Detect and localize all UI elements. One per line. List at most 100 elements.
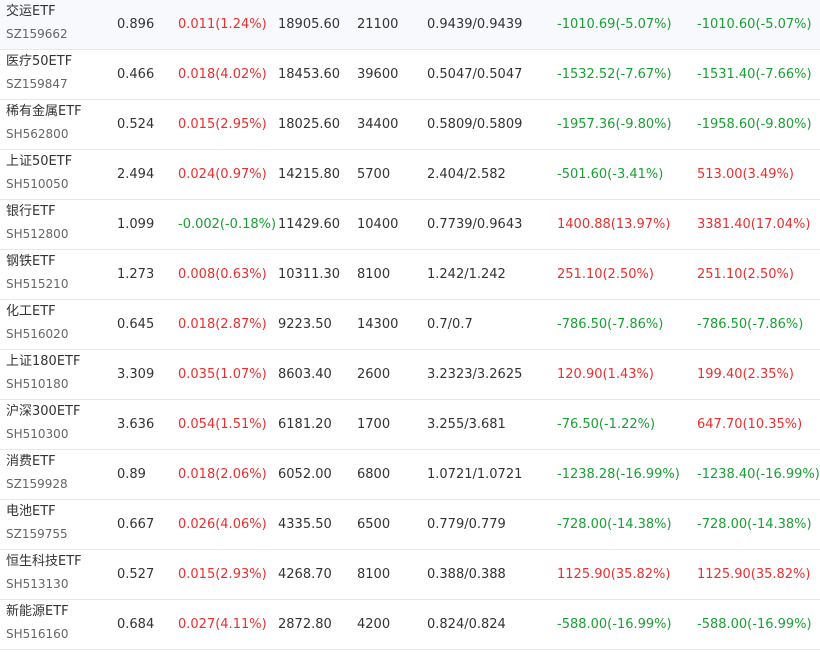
table-row[interactable]: 交运ETF SZ159662 0.896 0.011(1.24%) 18905.… [0, 0, 820, 50]
table-row[interactable]: 恒生科技ETF SH513130 0.527 0.015(2.93%) 4268… [0, 550, 820, 600]
fund-name-link[interactable]: 交运ETF [6, 4, 56, 19]
table-row[interactable]: 消费ETF SZ159928 0.89 0.018(2.06%) 6052.00… [0, 450, 820, 500]
table-row[interactable]: 电池ETF SZ159755 0.667 0.026(4.06%) 4335.5… [0, 500, 820, 550]
price-change: 0.026(4.06%) [178, 517, 267, 532]
price-change: 0.027(4.11%) [178, 617, 267, 632]
total-profit-loss: -1531.40(-7.66%) [697, 67, 812, 82]
cost-price: 0.779/0.779 [427, 517, 506, 532]
price-change: 0.035(1.07%) [178, 367, 267, 382]
total-profit-loss: 513.00(3.49%) [697, 167, 794, 182]
cost-price: 0.5809/0.5809 [427, 117, 523, 132]
table-row[interactable]: 银行ETF SH512800 1.099 -0.002(-0.18%) 1142… [0, 200, 820, 250]
current-price: 3.636 [117, 417, 155, 432]
current-price: 0.527 [117, 567, 155, 582]
total-profit-loss: -728.00(-14.38%) [697, 517, 812, 532]
current-price: 0.896 [117, 17, 155, 32]
cost-price: 0.7739/0.9643 [427, 217, 523, 232]
market-value: 18025.60 [278, 117, 341, 132]
holding-profit-loss: -1010.69(-5.07%) [557, 17, 672, 32]
fund-name-cell: 银行ETF SH512800 [6, 203, 68, 243]
holding-shares: 4200 [357, 617, 391, 632]
fund-code: SZ159662 [6, 27, 68, 41]
price-change: 0.018(2.06%) [178, 467, 267, 482]
price-change: 0.008(0.63%) [178, 267, 267, 282]
fund-name-link[interactable]: 沪深300ETF [6, 404, 81, 419]
current-price: 0.466 [117, 67, 155, 82]
market-value: 2872.80 [278, 617, 332, 632]
market-value: 18905.60 [278, 17, 341, 32]
cost-price: 3.255/3.681 [427, 417, 506, 432]
fund-name-cell: 钢铁ETF SH515210 [6, 253, 68, 293]
market-value: 6181.20 [278, 417, 332, 432]
fund-name-link[interactable]: 电池ETF [6, 504, 56, 519]
fund-name-link[interactable]: 钢铁ETF [6, 254, 56, 269]
price-change: 0.018(2.87%) [178, 317, 267, 332]
table-row[interactable]: 沪深300ETF SH510300 3.636 0.054(1.51%) 618… [0, 400, 820, 450]
table-row[interactable]: 稀有金属ETF SH562800 0.524 0.015(2.95%) 1802… [0, 100, 820, 150]
fund-name-link[interactable]: 稀有金属ETF [6, 104, 82, 119]
market-value: 4335.50 [278, 517, 332, 532]
fund-code: SH516020 [6, 327, 69, 341]
fund-code: SH510050 [6, 177, 69, 191]
price-change: 0.015(2.93%) [178, 567, 267, 582]
fund-name-link[interactable]: 化工ETF [6, 304, 56, 319]
holding-profit-loss: 120.90(1.43%) [557, 367, 654, 382]
fund-name-link[interactable]: 消费ETF [6, 454, 56, 469]
fund-name-cell: 交运ETF SZ159662 [6, 3, 68, 43]
holding-shares: 39600 [357, 67, 399, 82]
holding-shares: 2600 [357, 367, 391, 382]
fund-code: SZ159755 [6, 527, 68, 541]
holding-shares: 8100 [357, 267, 391, 282]
current-price: 0.667 [117, 517, 155, 532]
total-profit-loss: 199.40(2.35%) [697, 367, 794, 382]
total-profit-loss: 1125.90(35.82%) [697, 567, 811, 582]
market-value: 14215.80 [278, 167, 341, 182]
table-row[interactable]: 上证180ETF SH510180 3.309 0.035(1.07%) 860… [0, 350, 820, 400]
current-price: 0.684 [117, 617, 155, 632]
total-profit-loss: 251.10(2.50%) [697, 267, 794, 282]
current-price: 3.309 [117, 367, 155, 382]
holding-profit-loss: -1238.28(-16.99%) [557, 467, 680, 482]
price-change: -0.002(-0.18%) [178, 217, 277, 232]
fund-name-link[interactable]: 银行ETF [6, 204, 56, 219]
total-profit-loss: -1238.40(-16.99%) [697, 467, 820, 482]
holding-shares: 10400 [357, 217, 399, 232]
fund-name-cell: 恒生科技ETF SH513130 [6, 553, 82, 593]
holding-profit-loss: 1400.88(13.97%) [557, 217, 671, 232]
fund-code: SH512800 [6, 227, 69, 241]
market-value: 4268.70 [278, 567, 332, 582]
fund-code: SH510180 [6, 377, 69, 391]
cost-price: 0.9439/0.9439 [427, 17, 523, 32]
fund-code: SH562800 [6, 127, 69, 141]
market-value: 18453.60 [278, 67, 341, 82]
table-row[interactable]: 新能源ETF SH516160 0.684 0.027(4.11%) 2872.… [0, 600, 820, 650]
total-profit-loss: -786.50(-7.86%) [697, 317, 804, 332]
fund-name-link[interactable]: 医疗50ETF [6, 54, 73, 69]
table-row[interactable]: 化工ETF SH516020 0.645 0.018(2.87%) 9223.5… [0, 300, 820, 350]
price-change: 0.024(0.97%) [178, 167, 267, 182]
cost-price: 1.0721/1.0721 [427, 467, 523, 482]
holding-profit-loss: -1957.36(-9.80%) [557, 117, 672, 132]
holding-shares: 34400 [357, 117, 399, 132]
fund-name-cell: 消费ETF SZ159928 [6, 453, 68, 493]
current-price: 0.524 [117, 117, 155, 132]
cost-price: 0.7/0.7 [427, 317, 473, 332]
current-price: 1.099 [117, 217, 155, 232]
fund-name-link[interactable]: 上证50ETF [6, 154, 73, 169]
fund-name-link[interactable]: 新能源ETF [6, 604, 69, 619]
total-profit-loss: -588.00(-16.99%) [697, 617, 812, 632]
fund-name-cell: 化工ETF SH516020 [6, 303, 68, 343]
fund-name-link[interactable]: 上证180ETF [6, 354, 81, 369]
cost-price: 0.388/0.388 [427, 567, 506, 582]
price-change: 0.015(2.95%) [178, 117, 267, 132]
table-row[interactable]: 上证50ETF SH510050 2.494 0.024(0.97%) 1421… [0, 150, 820, 200]
holding-shares: 14300 [357, 317, 399, 332]
fund-name-link[interactable]: 恒生科技ETF [6, 554, 82, 569]
holding-profit-loss: -786.50(-7.86%) [557, 317, 664, 332]
table-row[interactable]: 医疗50ETF SZ159847 0.466 0.018(4.02%) 1845… [0, 50, 820, 100]
fund-name-cell: 医疗50ETF SZ159847 [6, 53, 72, 93]
holding-profit-loss: -1532.52(-7.67%) [557, 67, 672, 82]
fund-name-cell: 稀有金属ETF SH562800 [6, 103, 82, 143]
table-row[interactable]: 钢铁ETF SH515210 1.273 0.008(0.63%) 10311.… [0, 250, 820, 300]
cost-price: 2.404/2.582 [427, 167, 506, 182]
